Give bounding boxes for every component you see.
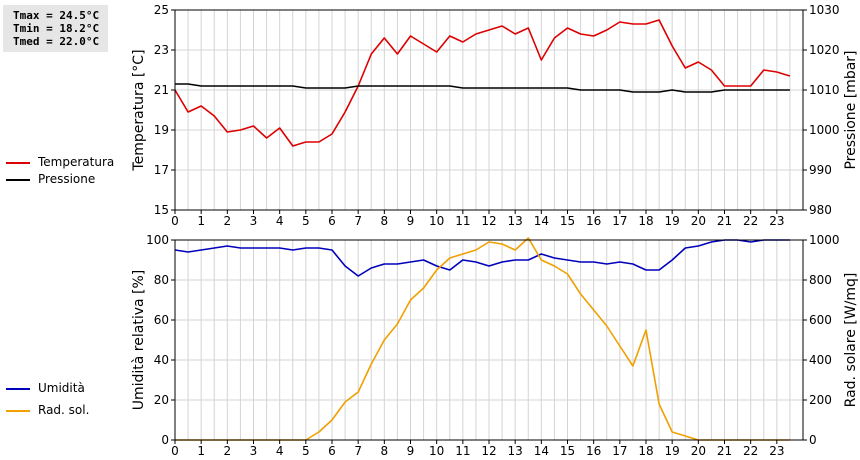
y-tick-label: 21: [154, 83, 169, 97]
x-tick-label: 3: [250, 214, 258, 228]
tmax-label: Tmax = 24.5°C: [13, 9, 100, 22]
x-tick-label: 11: [455, 214, 470, 228]
y-tick-label: 19: [154, 123, 169, 137]
x-tick-label: 8: [381, 444, 389, 458]
y2-tick-label: 1000: [809, 123, 840, 137]
x-tick-label: 5: [302, 444, 310, 458]
legend-label: Pressione: [38, 172, 96, 186]
series-line-umidit-: [174, 239, 790, 277]
y2-tick-label: 600: [809, 313, 832, 327]
y-tick-label: 23: [154, 43, 169, 57]
x-tick-label: 2: [224, 444, 232, 458]
x-tick-label: 23: [769, 214, 784, 228]
x-tick-label: 13: [508, 444, 523, 458]
x-tick-label: 2: [224, 214, 232, 228]
y-tick-label: 40: [154, 353, 169, 367]
y-tick-label: 20: [154, 393, 169, 407]
x-tick-label: 11: [455, 444, 470, 458]
y2-tick-label: 200: [809, 393, 832, 407]
x-tick-label: 4: [276, 444, 284, 458]
x-tick-label: 1: [197, 214, 205, 228]
y2-tick-label: 1000: [809, 233, 840, 247]
x-tick-label: 21: [717, 214, 732, 228]
x-tick-label: 0: [171, 214, 179, 228]
y-tick-label: 100: [146, 233, 169, 247]
y-axis-label: Temperatura [°C]: [131, 49, 147, 171]
x-tick-label: 17: [612, 214, 627, 228]
x-tick-label: 20: [691, 214, 706, 228]
x-tick-label: 9: [407, 214, 415, 228]
x-tick-label: 14: [534, 444, 549, 458]
x-tick-label: 4: [276, 214, 284, 228]
tmin-label: Tmin = 18.2°C: [13, 22, 100, 35]
y2-tick-label: 400: [809, 353, 832, 367]
x-tick-label: 6: [328, 444, 336, 458]
x-tick-label: 23: [769, 444, 784, 458]
legend-swatch: [6, 410, 30, 412]
y2-tick-label: 1010: [809, 83, 840, 97]
legend-swatch: [6, 179, 30, 181]
x-tick-label: 20: [691, 444, 706, 458]
x-tick-label: 0: [171, 444, 179, 458]
legend-label: Temperatura: [38, 155, 115, 169]
x-tick-label: 15: [560, 444, 575, 458]
x-tick-label: 15: [560, 214, 575, 228]
x-tick-label: 12: [481, 444, 496, 458]
x-tick-label: 7: [354, 444, 362, 458]
y-tick-label: 25: [154, 3, 169, 17]
x-tick-label: 8: [381, 214, 389, 228]
x-tick-label: 22: [743, 214, 758, 228]
x-tick-label: 16: [586, 214, 601, 228]
y2-tick-label: 800: [809, 273, 832, 287]
series-line-rad-sol-: [175, 237, 790, 441]
x-tick-label: 19: [665, 444, 680, 458]
x-tick-label: 13: [508, 214, 523, 228]
y-axis-label: Umidità relativa [%]: [131, 270, 147, 411]
y2-tick-label: 990: [809, 163, 832, 177]
x-tick-label: 10: [429, 444, 444, 458]
x-tick-label: 18: [638, 214, 653, 228]
x-tick-label: 14: [534, 214, 549, 228]
x-tick-label: 10: [429, 214, 444, 228]
y-tick-label: 17: [154, 163, 169, 177]
y2-tick-label: 1030: [809, 3, 840, 17]
x-tick-label: 6: [328, 214, 336, 228]
y-tick-label: 15: [154, 203, 169, 217]
x-tick-label: 3: [250, 444, 258, 458]
tmed-label: Tmed = 22.0°C: [13, 35, 100, 48]
y2-axis-label: Pressione [mbar]: [843, 50, 859, 169]
y2-tick-label: 1020: [809, 43, 840, 57]
series-line-temperatura: [174, 19, 791, 147]
x-tick-label: 7: [354, 214, 362, 228]
series-line-pressione: [175, 83, 790, 93]
x-tick-label: 18: [638, 444, 653, 458]
x-tick-label: 21: [717, 444, 732, 458]
y2-tick-label: 980: [809, 203, 832, 217]
x-tick-label: 9: [407, 444, 415, 458]
y-tick-label: 60: [154, 313, 169, 327]
legend-swatch: [6, 388, 30, 390]
y2-axis-label: Rad. solare [W/mq]: [843, 273, 859, 408]
y-tick-label: 80: [154, 273, 169, 287]
x-tick-label: 16: [586, 444, 601, 458]
x-tick-label: 5: [302, 214, 310, 228]
x-tick-label: 1: [197, 444, 205, 458]
y2-tick-label: 0: [809, 433, 817, 447]
legend-swatch: [6, 162, 30, 164]
x-tick-label: 12: [481, 214, 496, 228]
temperature-stats: Tmax = 24.5°C Tmin = 18.2°C Tmed = 22.0°C: [3, 5, 108, 52]
x-tick-label: 17: [612, 444, 627, 458]
x-tick-label: 22: [743, 444, 758, 458]
x-tick-label: 19: [665, 214, 680, 228]
y-tick-label: 0: [161, 433, 169, 447]
legend-label: Umidità: [38, 381, 85, 395]
legend-label: Rad. sol.: [38, 403, 90, 417]
